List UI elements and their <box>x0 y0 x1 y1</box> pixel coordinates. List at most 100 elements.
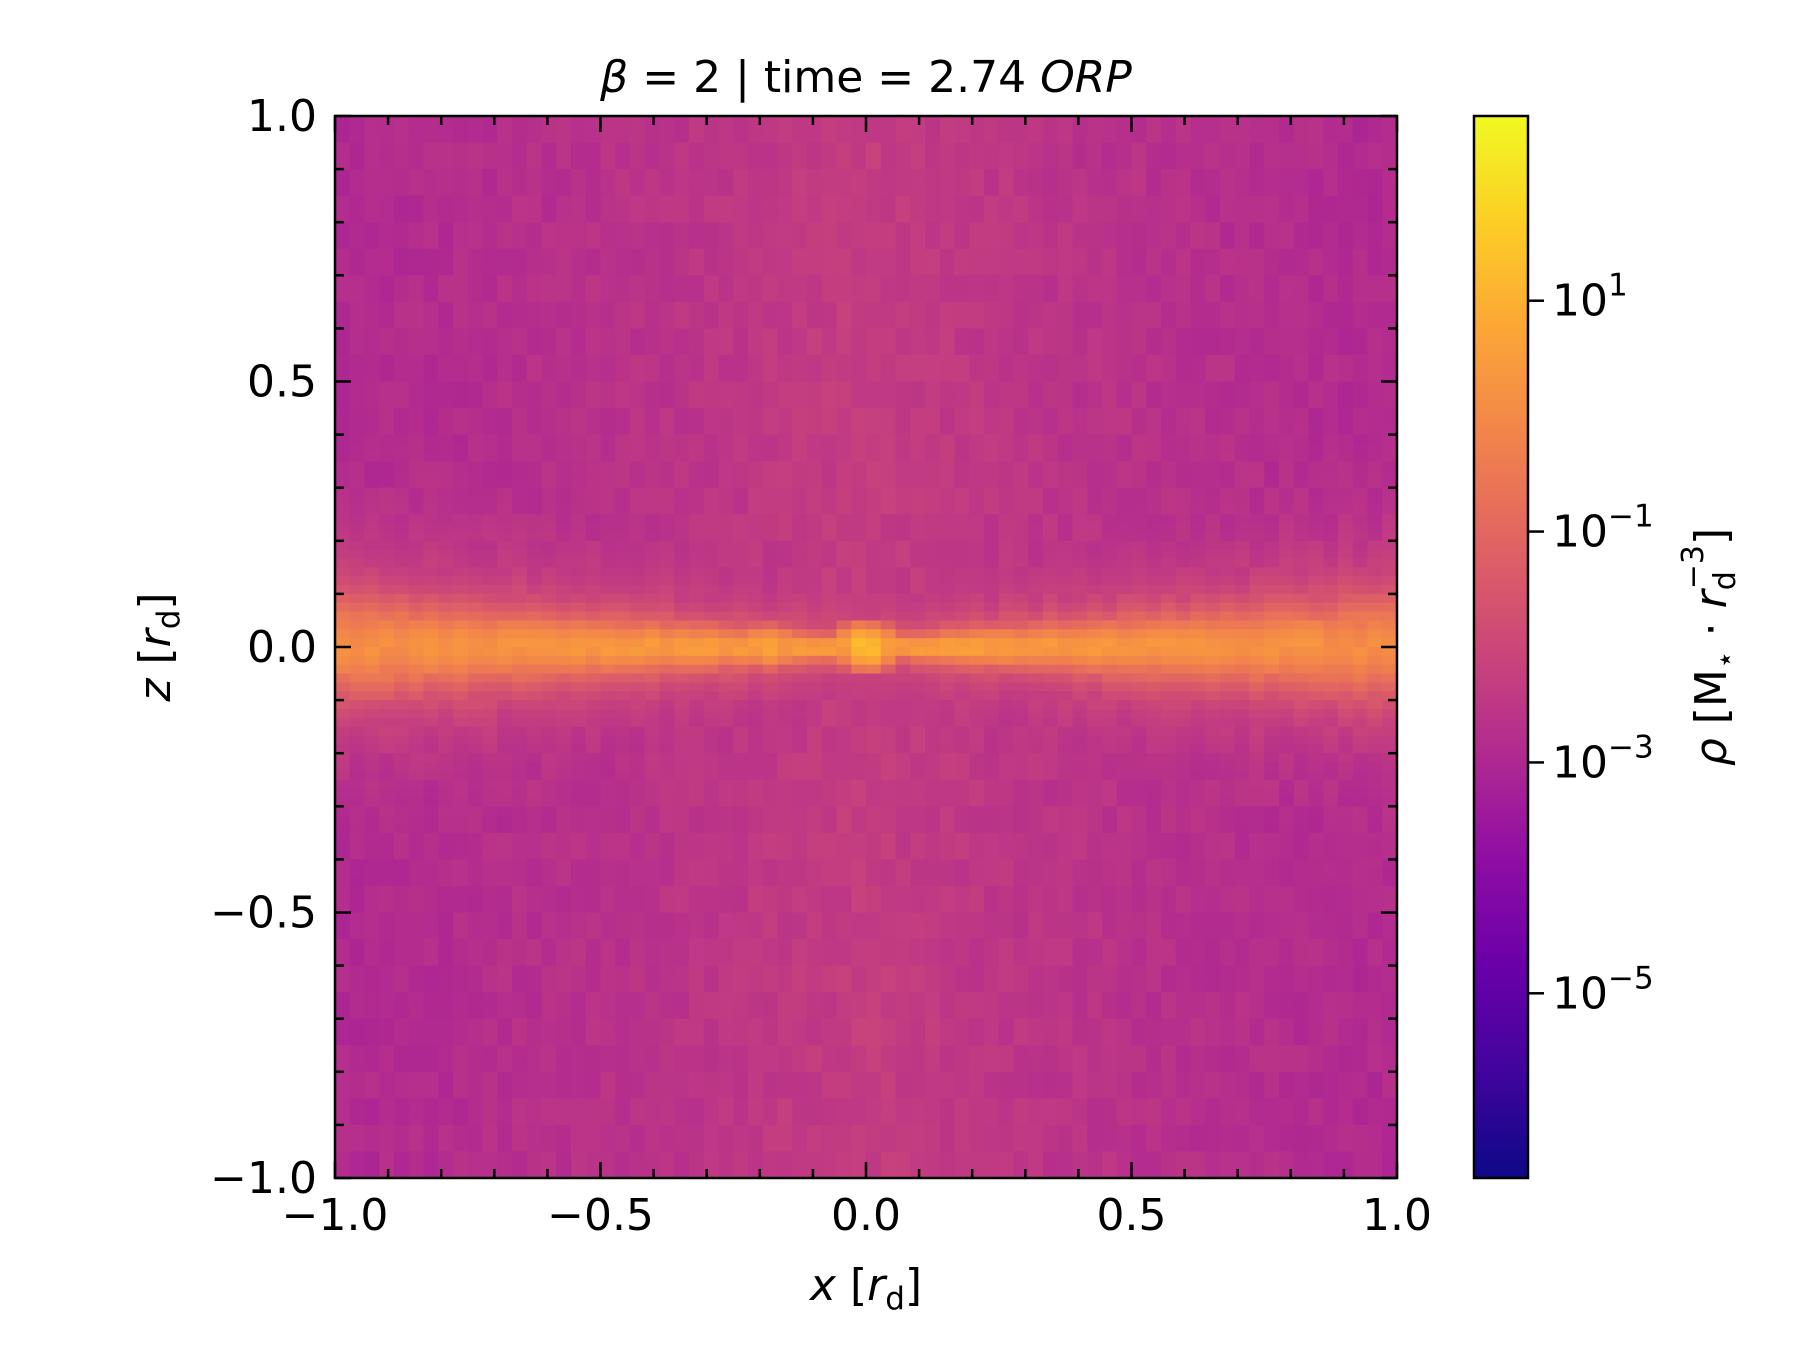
heatmap-cell <box>394 434 410 445</box>
heatmap-cell <box>497 576 513 586</box>
heatmap-cell <box>748 602 764 613</box>
heatmap-cell <box>379 222 395 232</box>
heatmap-cell <box>733 620 749 630</box>
heatmap-cell <box>969 169 985 179</box>
heatmap-cell <box>585 319 602 329</box>
heatmap-cell <box>1205 487 1221 498</box>
heatmap-cell <box>1293 496 1310 506</box>
heatmap-cell <box>453 399 469 409</box>
heatmap-cell <box>1131 239 1147 250</box>
heatmap-cell <box>895 372 911 383</box>
heatmap-cell <box>379 602 395 613</box>
heatmap-cell <box>807 416 823 427</box>
heatmap-cell <box>615 708 631 719</box>
heatmap-cell <box>482 558 498 568</box>
heatmap-cell <box>1116 231 1133 241</box>
heatmap-cell <box>1205 567 1221 577</box>
heatmap-cell <box>674 708 690 719</box>
heatmap-cell <box>1087 540 1103 551</box>
heatmap-cell <box>777 452 793 462</box>
heatmap-cell <box>1323 620 1339 630</box>
heatmap-cell <box>807 531 823 542</box>
heatmap-cell <box>880 558 897 568</box>
heatmap-cell <box>349 717 366 728</box>
heatmap-cell <box>969 186 985 197</box>
heatmap-cell <box>482 487 498 498</box>
heatmap-cell <box>571 434 587 445</box>
heatmap-cell <box>1382 381 1397 391</box>
heatmap-cell <box>1057 284 1074 294</box>
heatmap-cell <box>984 372 1000 383</box>
heatmap-cell <box>497 337 513 347</box>
heatmap-cell <box>1057 620 1074 630</box>
heatmap-cell <box>1146 257 1162 268</box>
heatmap-cell <box>1146 611 1162 622</box>
heatmap-cell <box>984 346 1000 356</box>
heatmap-cell <box>438 540 454 551</box>
heatmap-cell <box>718 620 734 630</box>
heatmap-cell <box>1072 443 1088 453</box>
heatmap-cell <box>851 195 867 206</box>
heatmap-cell <box>1043 567 1059 577</box>
heatmap-cell <box>659 629 675 639</box>
heatmap-cell <box>851 496 867 506</box>
heatmap-cell <box>748 629 764 639</box>
heatmap-cell <box>674 248 690 259</box>
heatmap-cell <box>1367 567 1383 577</box>
heatmap-cell <box>1102 133 1118 144</box>
heatmap-cell <box>1352 301 1369 312</box>
heatmap-cell <box>762 257 779 268</box>
heatmap-cell <box>423 284 439 294</box>
heatmap-cell <box>1352 195 1369 206</box>
heatmap-cell <box>703 204 720 214</box>
heatmap-cell <box>600 363 616 374</box>
heatmap-cell <box>1146 151 1162 161</box>
heatmap-cell <box>762 496 779 506</box>
heatmap-cell <box>408 284 425 294</box>
heatmap-cell <box>1234 381 1251 391</box>
heatmap-cell <box>482 186 498 197</box>
heatmap-cell <box>1205 549 1221 560</box>
heatmap-cell <box>497 390 513 400</box>
heatmap-cell <box>792 186 808 197</box>
heatmap-cell <box>1220 213 1236 223</box>
heatmap-cell <box>585 301 602 312</box>
heatmap-cell <box>541 195 557 206</box>
heatmap-cell <box>335 257 351 268</box>
heatmap-cell <box>453 177 469 188</box>
heatmap-cell <box>630 293 646 303</box>
heatmap-cell <box>1293 629 1310 639</box>
heatmap-cell <box>541 399 557 409</box>
heatmap-cell <box>408 319 425 329</box>
heatmap-cell <box>1190 567 1206 577</box>
heatmap-cell <box>1057 231 1074 241</box>
heatmap-cell <box>718 505 734 515</box>
heatmap-cell <box>1308 673 1324 683</box>
heatmap-cell <box>998 638 1015 648</box>
heatmap-cell <box>748 399 764 409</box>
heatmap-cell <box>1264 576 1280 586</box>
heatmap-cell <box>1367 124 1383 135</box>
heatmap-cell <box>1028 567 1044 577</box>
heatmap-cell <box>1338 682 1354 692</box>
heatmap-cell <box>497 416 513 427</box>
heatmap-cell <box>1161 682 1177 692</box>
heatmap-cell <box>423 496 439 506</box>
heatmap-cell <box>1028 204 1044 214</box>
heatmap-cell <box>851 593 867 604</box>
heatmap-cell <box>615 177 631 188</box>
heatmap-cell <box>1382 620 1397 630</box>
heatmap-cell <box>453 443 469 453</box>
heatmap-cell <box>1146 593 1162 604</box>
heatmap-cell <box>866 549 882 560</box>
heatmap-cell <box>349 160 366 170</box>
heatmap-cell <box>866 266 882 276</box>
heatmap-cell <box>497 248 513 259</box>
heatmap-cell <box>644 248 661 259</box>
heatmap-cell <box>349 408 366 418</box>
heatmap-cell <box>1102 700 1118 710</box>
heatmap-cell <box>512 337 528 347</box>
heatmap-cell <box>453 142 469 152</box>
heatmap-cell <box>453 310 469 321</box>
heatmap-cell <box>1249 531 1265 542</box>
